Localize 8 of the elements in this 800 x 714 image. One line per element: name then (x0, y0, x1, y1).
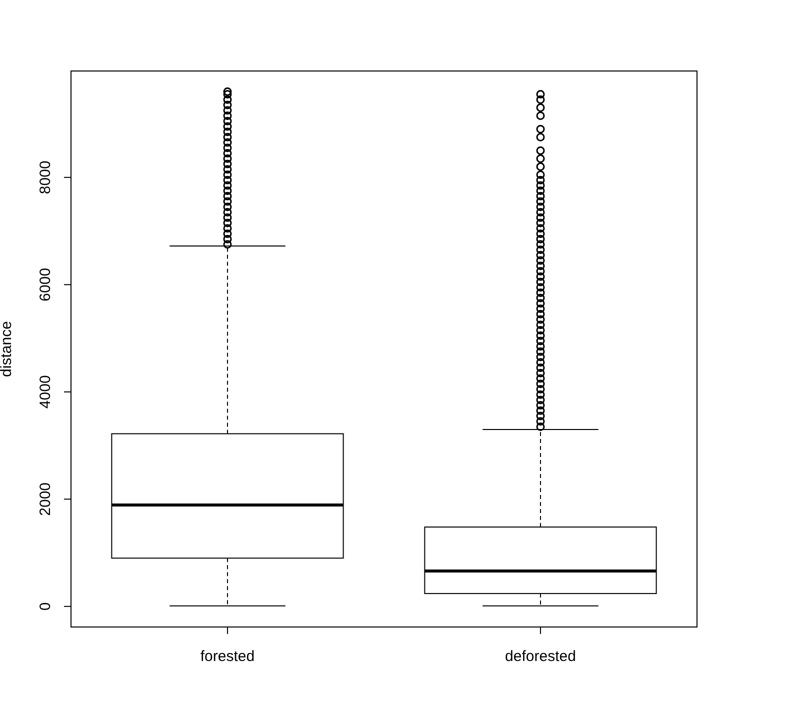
y-tick-label: 8000 (37, 160, 54, 194)
y-tick-label: 4000 (37, 375, 54, 409)
y-axis-title: distance (0, 321, 15, 377)
y-tick-label: 0 (37, 602, 54, 611)
x-tick-label: forested (200, 648, 255, 665)
y-tick-label: 6000 (37, 268, 54, 302)
x-tick-label: deforested (505, 648, 576, 665)
y-tick-label: 2000 (37, 482, 54, 516)
